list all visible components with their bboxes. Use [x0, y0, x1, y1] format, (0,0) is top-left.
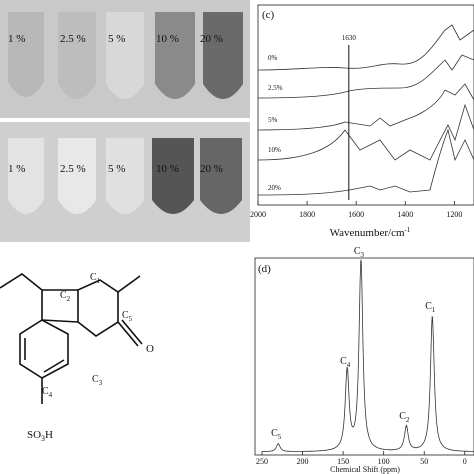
index: 4 [49, 391, 53, 399]
element: C [340, 356, 347, 367]
so: SO [27, 429, 41, 441]
tube-label: 10 % [156, 163, 179, 175]
ftir-frame [257, 4, 474, 206]
panel-label: (c) [262, 9, 275, 21]
x-tick-label: 1800 [299, 210, 315, 219]
index: 2 [406, 416, 410, 424]
element: C [60, 290, 67, 301]
panel-label: (d) [258, 263, 271, 275]
atom-label: C1 [90, 272, 101, 285]
curve-label: 2.5% [268, 84, 283, 92]
nmr-frame [254, 257, 474, 456]
x-tick-label: 250 [256, 457, 268, 466]
x-tick-label: 2000 [250, 210, 266, 219]
index: 3 [99, 379, 103, 387]
x-tick-label: 1200 [446, 210, 462, 219]
x-axis-label: Chemical Shift (ppm) [330, 465, 400, 474]
index: 4 [347, 361, 351, 369]
oxygen: O [146, 343, 154, 355]
peak-label: C3 [354, 246, 365, 259]
atom-label: C2 [60, 290, 71, 303]
peak-label: C1 [425, 301, 436, 314]
tubes [8, 12, 243, 214]
tube-label: 2.5 % [60, 33, 86, 45]
tube-label: 2.5 % [60, 163, 86, 175]
x-tick-label: 150 [337, 457, 349, 466]
index: 2 [67, 295, 71, 303]
x-tick-label: 100 [378, 457, 390, 466]
x-tick-label: 50 [420, 457, 428, 466]
peak-label: C5 [271, 428, 282, 441]
element: C [399, 411, 406, 422]
peak-label: C4 [340, 356, 351, 369]
tube-label: 1 % [8, 33, 25, 45]
ftir-curves [257, 24, 474, 196]
atom-label: C5 [122, 310, 133, 323]
x-tick-label: 200 [297, 457, 309, 466]
tube-label: 1 % [8, 163, 25, 175]
index: 5 [129, 315, 133, 323]
curve-label: 5% [268, 116, 278, 124]
x-axis-label-text: Wavenumber/cm [330, 227, 405, 239]
element: C [425, 301, 432, 312]
x-tick-label: 1400 [397, 210, 413, 219]
structure [0, 273, 143, 404]
curve-label: 10% [268, 146, 281, 154]
curve-label: 20% [268, 184, 281, 192]
atom-label: C4 [42, 386, 53, 399]
tube-label: 20 % [200, 33, 223, 45]
tube-label: 5 % [108, 163, 125, 175]
element: C [92, 374, 99, 385]
index: 1 [97, 277, 101, 285]
x-tick-label: 0 [463, 457, 467, 466]
tube-label: 5 % [108, 33, 125, 45]
x-tick-label: 1600 [348, 210, 364, 219]
index: 5 [278, 433, 282, 441]
atom-label: C3 [92, 374, 103, 387]
peak-label: C2 [399, 411, 410, 424]
tube-label: 10 % [156, 33, 179, 45]
x-axis-label-sup: -1 [405, 226, 411, 234]
element: C [354, 246, 361, 257]
element: C [122, 310, 129, 321]
marker-label: 1630 [342, 34, 357, 42]
so-sub: 3 [41, 434, 45, 443]
index: 3 [361, 251, 365, 259]
element: C [90, 272, 97, 283]
x-axis-label: Wavenumber/cm-1 [330, 226, 411, 239]
sulfonate: SO3H [27, 429, 53, 443]
element: C [271, 428, 278, 439]
spectrum [261, 259, 474, 453]
curve-label: 0% [268, 54, 278, 62]
index: 1 [432, 306, 436, 314]
so-h: H [45, 429, 53, 441]
element: C [42, 386, 49, 397]
tube-label: 20 % [200, 163, 223, 175]
